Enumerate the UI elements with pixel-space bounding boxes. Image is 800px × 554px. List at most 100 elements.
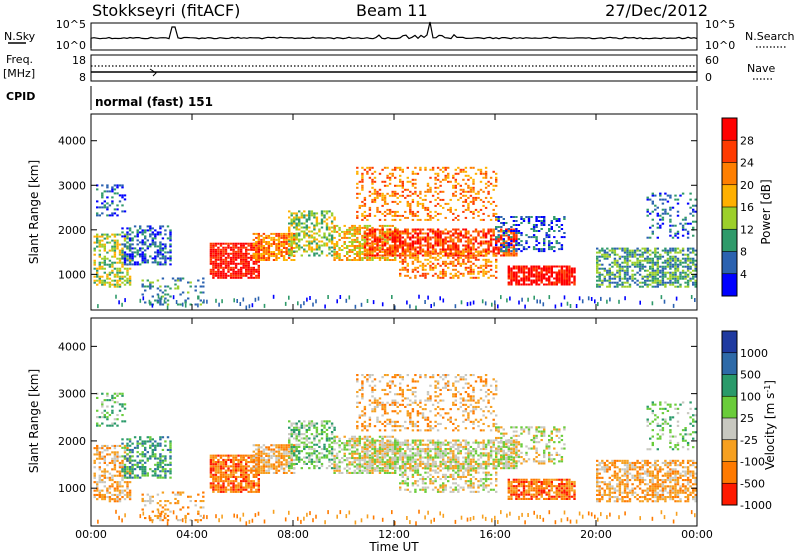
power-cell [525, 267, 528, 270]
power-cell [298, 210, 301, 213]
power-cell [277, 251, 281, 253]
velocity-cell [187, 506, 190, 509]
power-cell [98, 281, 101, 284]
power-cell [414, 276, 417, 279]
power-cell [527, 216, 531, 218]
power-cell [669, 267, 672, 270]
velocity-cell [151, 495, 154, 498]
power-cell [297, 301, 299, 306]
power-cell [406, 176, 409, 179]
power-cell [661, 222, 665, 225]
power-cell [356, 166, 359, 169]
power-cell [414, 250, 417, 253]
power-cell [295, 250, 298, 253]
power-cell [93, 263, 96, 266]
power-cell [502, 218, 505, 220]
power-cell [330, 250, 334, 253]
velocity-cell [106, 464, 109, 467]
power-cell [222, 254, 225, 257]
power-cell [664, 192, 667, 195]
power-cell [356, 196, 359, 199]
velocity-cell [237, 486, 240, 489]
power-cell [664, 247, 667, 250]
power-cell [265, 253, 268, 255]
velocity-cell [240, 463, 243, 466]
velocity-cell [237, 490, 240, 493]
power-cell [224, 272, 228, 275]
velocity-cell [224, 478, 228, 481]
power-cell [661, 212, 665, 215]
power-cell [421, 236, 425, 239]
power-cell [348, 245, 351, 247]
power-cell [598, 273, 601, 276]
power-cell [419, 260, 422, 263]
power-cell [515, 279, 518, 282]
velocity-cell [212, 467, 215, 470]
power-cell [356, 182, 359, 185]
power-cell [212, 252, 215, 255]
velocity-cell [96, 444, 99, 447]
power-cell [537, 283, 541, 286]
power-cell [447, 166, 450, 169]
power-cell [431, 268, 435, 271]
velocity-cell [212, 490, 215, 493]
power-cell [111, 283, 114, 286]
power-cell [548, 244, 551, 247]
power-cell [353, 238, 356, 241]
power-cell [376, 257, 379, 259]
power-cell [409, 254, 412, 257]
power-cell [245, 258, 248, 261]
power-cell [467, 242, 470, 245]
power-cell [692, 214, 695, 217]
power-cell [421, 262, 425, 265]
power-cell [555, 275, 558, 278]
velocity-cell [232, 480, 235, 483]
velocity-cell [234, 490, 238, 493]
power-cell [515, 234, 518, 237]
power-cell [669, 218, 672, 221]
power-cell [517, 281, 521, 284]
velocity-cell [212, 473, 215, 476]
velocity-cell [257, 471, 260, 474]
power-cell [255, 276, 258, 279]
velocity-cell [144, 504, 147, 507]
power-cell [144, 259, 147, 262]
velocity-cell [189, 500, 192, 503]
power-cell [141, 233, 144, 236]
velocity-cell [136, 442, 139, 445]
power-cell [144, 229, 147, 232]
power-cell [118, 279, 122, 282]
velocity-cell [262, 452, 266, 455]
velocity-cell [222, 461, 225, 464]
velocity-cell [252, 490, 255, 493]
power-cell [457, 252, 460, 255]
velocity-cell [267, 469, 271, 472]
power-cell [692, 259, 695, 262]
power-cell [126, 281, 129, 284]
power-cell [315, 242, 319, 245]
power-cell [633, 273, 637, 276]
power-cell [328, 234, 331, 237]
power-cell [388, 232, 392, 235]
power-cell [452, 174, 455, 177]
power-cell [597, 302, 599, 307]
power-cell [530, 265, 533, 268]
power-cell [638, 259, 642, 262]
power-cell [159, 253, 162, 256]
power-cell [277, 243, 281, 245]
power-cell [118, 200, 122, 203]
power-cell [676, 269, 680, 272]
power-cell [128, 237, 132, 240]
nsky-panel: N.Sky 10^5 10^0 10^5 10^0 N.Search [4, 18, 795, 52]
velocity-cell [214, 484, 218, 487]
power-cell [414, 236, 417, 239]
velocity-cell [202, 506, 205, 509]
power-cell [214, 256, 218, 259]
power-cell [520, 269, 523, 272]
velocity-cell [151, 470, 154, 473]
power-cell [404, 266, 407, 269]
power-cell [449, 276, 452, 279]
power-cell [517, 275, 521, 278]
velocity-cell [265, 471, 268, 474]
power-cell [121, 196, 124, 199]
